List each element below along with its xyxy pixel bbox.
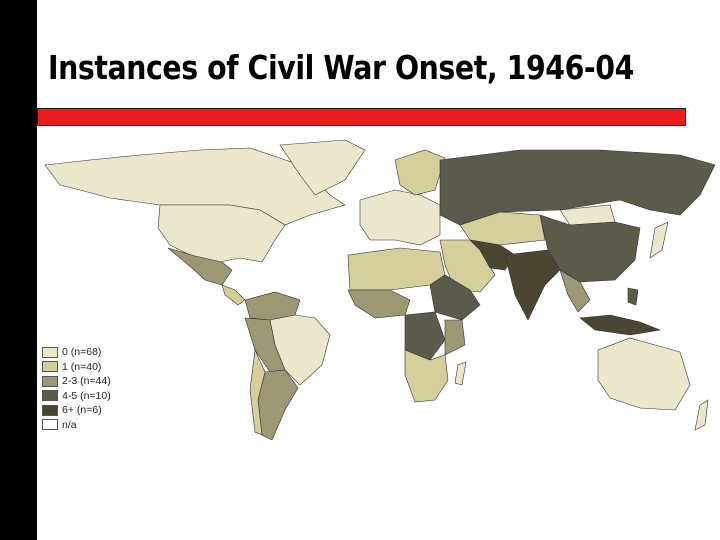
legend-label: 2-3 (n=44) [62,375,111,388]
mexico [167,247,233,286]
legend-swatch [42,346,58,358]
southeast-asia [559,269,591,313]
legend-item: n/a [42,418,111,433]
legend-label: 0 (n=68) [62,346,102,359]
legend-label: 1 (n=40) [62,360,102,373]
southern-africa [404,349,449,403]
madagascar [454,361,467,386]
red-bar [37,108,686,126]
argentina [257,369,299,441]
new-zealand [694,399,709,431]
west-africa [347,289,411,319]
legend-item: 1 (n=40) [42,360,111,375]
legend: 0 (n=68) 1 (n=40) 2-3 (n=44) 4-5 (n=10) 6+ (… [42,345,111,432]
legend-label: 6+ (n=6) [62,404,102,417]
canada [44,147,346,226]
europe-west [359,189,441,246]
slide-title: Instances of Civil War Onset, 1946-04 [48,48,634,87]
legend-item: 6+ (n=6) [42,403,111,418]
central-america [221,284,246,306]
legend-swatch [42,390,58,402]
legend-swatch [42,375,58,387]
iran-afghanistan [469,239,516,271]
central-africa [404,311,446,361]
legend-item: 4-5 (n=10) [42,389,111,404]
scandinavia [394,149,446,196]
legend-item: 2-3 (n=44) [42,374,111,389]
philippines [627,287,639,306]
indonesia [579,314,662,336]
chile [249,348,266,436]
japan [649,221,669,259]
australia [597,337,691,411]
legend-swatch [42,404,58,416]
north-africa [347,247,446,291]
legend-swatch [42,361,58,373]
legend-label: 4-5 (n=10) [62,389,111,402]
east-africa [444,319,466,356]
usa [157,204,286,263]
side-bar [0,0,37,540]
greenland [279,139,366,196]
legend-item: 0 (n=68) [42,345,111,360]
legend-label: n/a [62,418,77,431]
legend-swatch [42,419,58,431]
india [504,249,561,321]
